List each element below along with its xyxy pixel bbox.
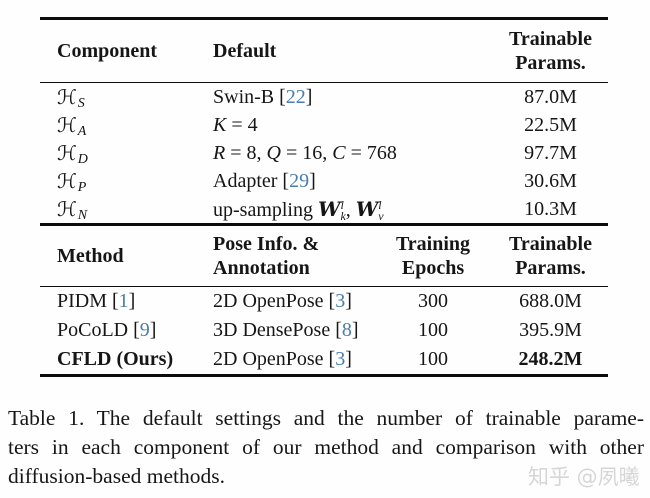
- math-subscript: A: [77, 124, 87, 140]
- math-variable: C: [332, 142, 346, 165]
- params-cell: 688.0M: [519, 290, 582, 313]
- citation-ref: 9: [139, 319, 150, 342]
- table2-header-method: Method: [57, 244, 124, 267]
- citation-ref: 29: [289, 170, 310, 193]
- params-cell: 248.2M: [518, 348, 583, 371]
- table1-header-trainable-line2: Params.: [515, 51, 586, 74]
- citation-ref: 22: [285, 86, 306, 109]
- math-variable: Q: [266, 142, 281, 165]
- params-cell: 97.7M: [524, 142, 577, 165]
- caption-line-3: diffusion-based methods.: [8, 464, 225, 488]
- citation-ref: 3: [335, 290, 346, 313]
- table2-header-epochs-line1: Training: [395, 232, 471, 255]
- component-symbol-cell: ℋN: [40, 195, 213, 230]
- table-caption: Table 1. The default settings and the nu…: [8, 404, 644, 491]
- math-script-h: ℋ: [57, 85, 77, 110]
- math-variable: R: [213, 142, 226, 165]
- table1-header-rule: [40, 81, 608, 84]
- table1-header-trainable-params: Trainable Params.: [493, 27, 608, 75]
- table2-header-rule: [40, 285, 608, 288]
- method-cell: PoCoLD [9]: [57, 319, 157, 342]
- table-row: CFLD (Ours) 2D OpenPose [3] 100 248.2M: [40, 345, 608, 374]
- component-symbol-cell: ℋD: [40, 139, 213, 174]
- table2-header-pose-line2: Annotation: [213, 256, 310, 279]
- table2-header-epochs: Training Epochs: [373, 232, 493, 280]
- epochs-cell: 100: [418, 348, 448, 371]
- pose-cell: 3D DensePose [8]: [213, 319, 359, 342]
- table1-header-trainable-line1: Trainable: [509, 27, 592, 50]
- table2-header-epochs-line2: Epochs: [401, 256, 465, 279]
- math-variable: K: [213, 114, 227, 137]
- pose-cell: 2D OpenPose [3]: [213, 290, 352, 313]
- table-row: PoCoLD [9] 3D DensePose [8] 100 395.9M: [40, 316, 608, 345]
- epochs-cell: 300: [418, 290, 448, 313]
- table-row: ℋA K = 4 22.5M: [40, 111, 608, 139]
- table2-header-trainable-line1: Trainable: [509, 232, 592, 255]
- caption-line-1: Table 1. The default settings and the nu…: [8, 406, 644, 430]
- default-cell: R = 8, Q = 16, C = 768: [213, 142, 397, 165]
- table-bottom-rule: [40, 374, 608, 377]
- table-mid-rule: [40, 223, 608, 226]
- zhihu-watermark: 知乎 @夙曦: [528, 465, 640, 489]
- method-cell: PIDM [1]: [57, 290, 136, 313]
- table-row: ℋP Adapter [29] 30.6M: [40, 167, 608, 195]
- math-subscript: N: [77, 208, 88, 224]
- caption-line-2: ters in each component of our method and…: [8, 435, 644, 459]
- params-cell: 22.5M: [524, 114, 577, 137]
- table2-header-pose-line1: Pose Info. &: [213, 232, 320, 255]
- table2-header-pose: Pose Info. & Annotation: [213, 232, 373, 280]
- math-script-h: ℋ: [57, 197, 77, 222]
- table-row: PIDM [1] 2D OpenPose [3] 300 688.0M: [40, 287, 608, 316]
- default-cell: Adapter [29]: [213, 170, 316, 193]
- component-symbol-cell: ℋA: [40, 111, 213, 146]
- table1-header-component: Component: [57, 39, 158, 62]
- citation-ref: 3: [335, 348, 346, 371]
- table2-header-trainable-params: Trainable Params.: [493, 232, 608, 280]
- table1-header-row: Component Default Trainable Params.: [40, 20, 608, 82]
- math-subscript: D: [77, 152, 88, 168]
- params-cell: 10.3M: [524, 198, 577, 221]
- params-cell: 87.0M: [524, 86, 577, 109]
- table-top-rule: [40, 17, 608, 20]
- default-cell: K = 4: [213, 114, 258, 137]
- table1-header-default: Default: [213, 39, 277, 62]
- table2-header-row: Method Pose Info. & Annotation Training …: [40, 226, 608, 286]
- component-symbol-cell: ℋP: [40, 167, 213, 202]
- citation-ref: 1: [118, 290, 129, 313]
- pose-cell: 2D OpenPose [3]: [213, 348, 352, 371]
- method-cell: CFLD (Ours): [57, 348, 174, 371]
- math-script-h: ℋ: [57, 113, 77, 138]
- epochs-cell: 100: [418, 319, 448, 342]
- table2-header-trainable-line2: Params.: [515, 256, 586, 279]
- math-script-h: ℋ: [57, 141, 77, 166]
- params-cell: 30.6M: [524, 170, 577, 193]
- component-symbol-cell: ℋS: [40, 83, 213, 118]
- table-row: ℋD R = 8, Q = 16, C = 768 97.7M: [40, 139, 608, 167]
- math-subscript: S: [77, 96, 85, 112]
- default-cell: Swin-B [22]: [213, 86, 313, 109]
- citation-ref: 8: [341, 319, 352, 342]
- math-script-h: ℋ: [57, 169, 77, 194]
- table-row: ℋS Swin-B [22] 87.0M: [40, 83, 608, 111]
- table-1: Component Default Trainable Params. ℋS S…: [40, 17, 608, 377]
- params-cell: 395.9M: [519, 319, 582, 342]
- math-subscript: P: [77, 180, 87, 196]
